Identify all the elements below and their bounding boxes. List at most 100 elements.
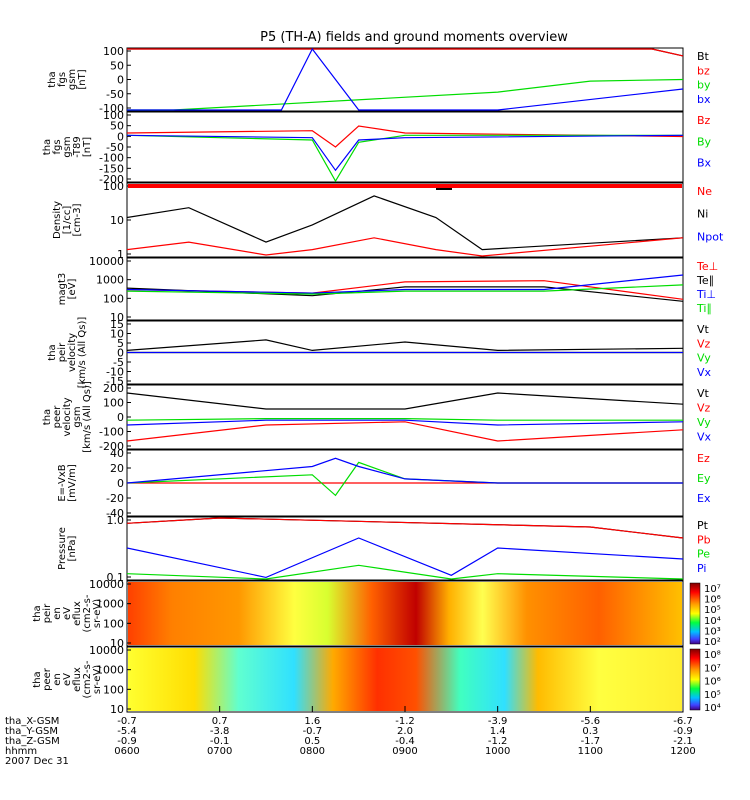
legend-entry: Ti∥: [696, 302, 712, 315]
spectrogram-image: [128, 648, 682, 711]
y-label-line: Pressure: [57, 527, 68, 570]
legend-entry: By: [697, 135, 712, 148]
x-row-value: -3.9: [488, 716, 508, 727]
colorbar: [689, 648, 701, 711]
legend-entry: Vz: [697, 402, 711, 415]
y-label-line: [km/s (All Qs)]: [77, 317, 88, 389]
y-tick-label: 10: [110, 703, 124, 716]
y-tick-label: 0.1: [107, 571, 125, 584]
y-label-line: gsm: [72, 406, 83, 427]
series-Vy: [126, 418, 683, 421]
y-tick-label: -200: [99, 440, 124, 453]
x-row-value: 1.4: [490, 726, 506, 737]
y-tick-label: -150: [99, 162, 124, 175]
legend-entry: Pi: [697, 562, 706, 575]
series-Bz: [126, 125, 684, 148]
legend-entry: Vy: [697, 416, 711, 429]
colorbar-tick-label: 10⁴: [704, 616, 721, 627]
y-tick-label: 10000: [89, 255, 124, 268]
x-row-value: -5.6: [581, 716, 601, 727]
y-tick-label: 1.0: [107, 514, 125, 527]
x-row-value: 1000: [485, 746, 510, 757]
y-axis-label: tha peir velocity [km/s (All Qs)]: [47, 317, 88, 389]
legend-entry: Ne: [697, 185, 712, 198]
y-tick-label: 40: [110, 447, 124, 460]
x-axis-labels: tha_X-GSM -0.7 0.7 1.6 -1.2 -3.9 -5.6 -6.7 tha_Y…: [5, 706, 696, 767]
y-label-line: (cm2-s-: [82, 594, 93, 632]
y-label-line: gsm: [67, 69, 78, 90]
y-label-line: tha: [47, 71, 58, 87]
y-label-line: tha: [42, 409, 53, 425]
x-row-label: tha_Y-GSM: [5, 726, 58, 737]
x-row-value: -0.4: [395, 736, 415, 747]
legend-entry: Te∥: [696, 274, 714, 287]
y-label-line: [nT]: [77, 69, 88, 89]
x-row-value: -0.7: [117, 716, 137, 727]
y-label-line: [cm-3]: [72, 203, 83, 236]
series-Vt: [126, 339, 684, 352]
y-tick-label: -50: [106, 141, 124, 154]
y-label-line: velocity: [62, 397, 73, 436]
x-row-value: -0.7: [303, 726, 323, 737]
x-row-value: 0700: [207, 746, 232, 757]
y-tick-label: -40: [106, 507, 124, 520]
y-label-line: peir: [57, 342, 68, 362]
x-row-value: 0600: [114, 746, 139, 757]
series-Pe: [126, 564, 684, 580]
x-row-value: 1200: [670, 746, 695, 757]
series-bz: [127, 48, 684, 57]
y-tick-label: 100: [103, 109, 124, 122]
y-axis-label: E=-VxB [mV/m]: [57, 464, 78, 502]
y-axis-label: tha peer en eV eflux (cm2-s-sr-eV): [32, 660, 103, 698]
x-row-value: -5.4: [117, 726, 137, 737]
y-tick-label: 10: [110, 214, 124, 227]
panel-frame: [126, 384, 684, 450]
legend-entry: Ex: [697, 492, 711, 505]
x-row-value: 0.5: [304, 736, 320, 747]
colorbar-tick-label: 10⁷: [704, 663, 721, 674]
colorbar-tick-label: 10⁴: [704, 703, 721, 714]
y-tick-label: 10: [110, 311, 124, 324]
legend-entry: Vx: [697, 366, 712, 379]
y-label-line: gsm: [62, 136, 73, 157]
y-tick-label: -100: [99, 426, 124, 439]
series-Ti∥: [126, 284, 684, 295]
y-tick-label: -15: [106, 375, 124, 388]
series-Pi: [126, 537, 684, 579]
y-label-line: tha: [32, 671, 43, 687]
series-Ne: [126, 237, 684, 257]
colorbar-tick-label: 10⁸: [704, 650, 721, 661]
y-label-line: [nT]: [82, 137, 93, 157]
y-tick-label: 20: [110, 462, 124, 475]
colorbar: [689, 582, 701, 645]
y-tick-label: 10: [110, 637, 124, 650]
y-tick-label: -20: [106, 492, 124, 505]
y-label-line: tha: [32, 605, 43, 621]
plot-title: P5 (TH-A) fields and ground moments over…: [260, 30, 568, 45]
y-label-line: eflux: [72, 667, 83, 692]
y-axis-label: Density [1/cc] [cm-3]: [52, 201, 83, 239]
colorbar-tick-label: 10⁶: [704, 595, 721, 606]
y-label-line: magt3: [57, 273, 68, 306]
legend-entry: Pb: [697, 533, 711, 546]
y-tick-label: 0: [117, 347, 124, 360]
y-tick-label: 100: [103, 617, 124, 630]
series-Vx: [126, 419, 684, 426]
y-label-line: en: [52, 673, 63, 686]
legend-entry: Pt: [697, 519, 709, 532]
y-label-line: [km/s (All Qs)]: [82, 381, 93, 453]
x-row-value: -0.9: [117, 736, 137, 747]
colorbar-tick-label: 10²: [704, 637, 721, 648]
panel-frame: [126, 47, 684, 112]
colorbar-tick-label: 10³: [704, 626, 721, 637]
y-label-line: (cm2-s-: [82, 660, 93, 698]
series-Ti⊥: [126, 274, 684, 294]
y-label-line: peir: [42, 603, 53, 623]
panel-peer_spec: 10⁸ 10⁷ 10⁶ 10⁵ 10⁴ 10000 1000 100 10 tha peer en eV…: [32, 644, 721, 716]
x-row-value: -1.7: [581, 736, 601, 747]
y-tick-label: 10000: [89, 644, 124, 657]
y-tick-label: 0: [117, 74, 124, 87]
